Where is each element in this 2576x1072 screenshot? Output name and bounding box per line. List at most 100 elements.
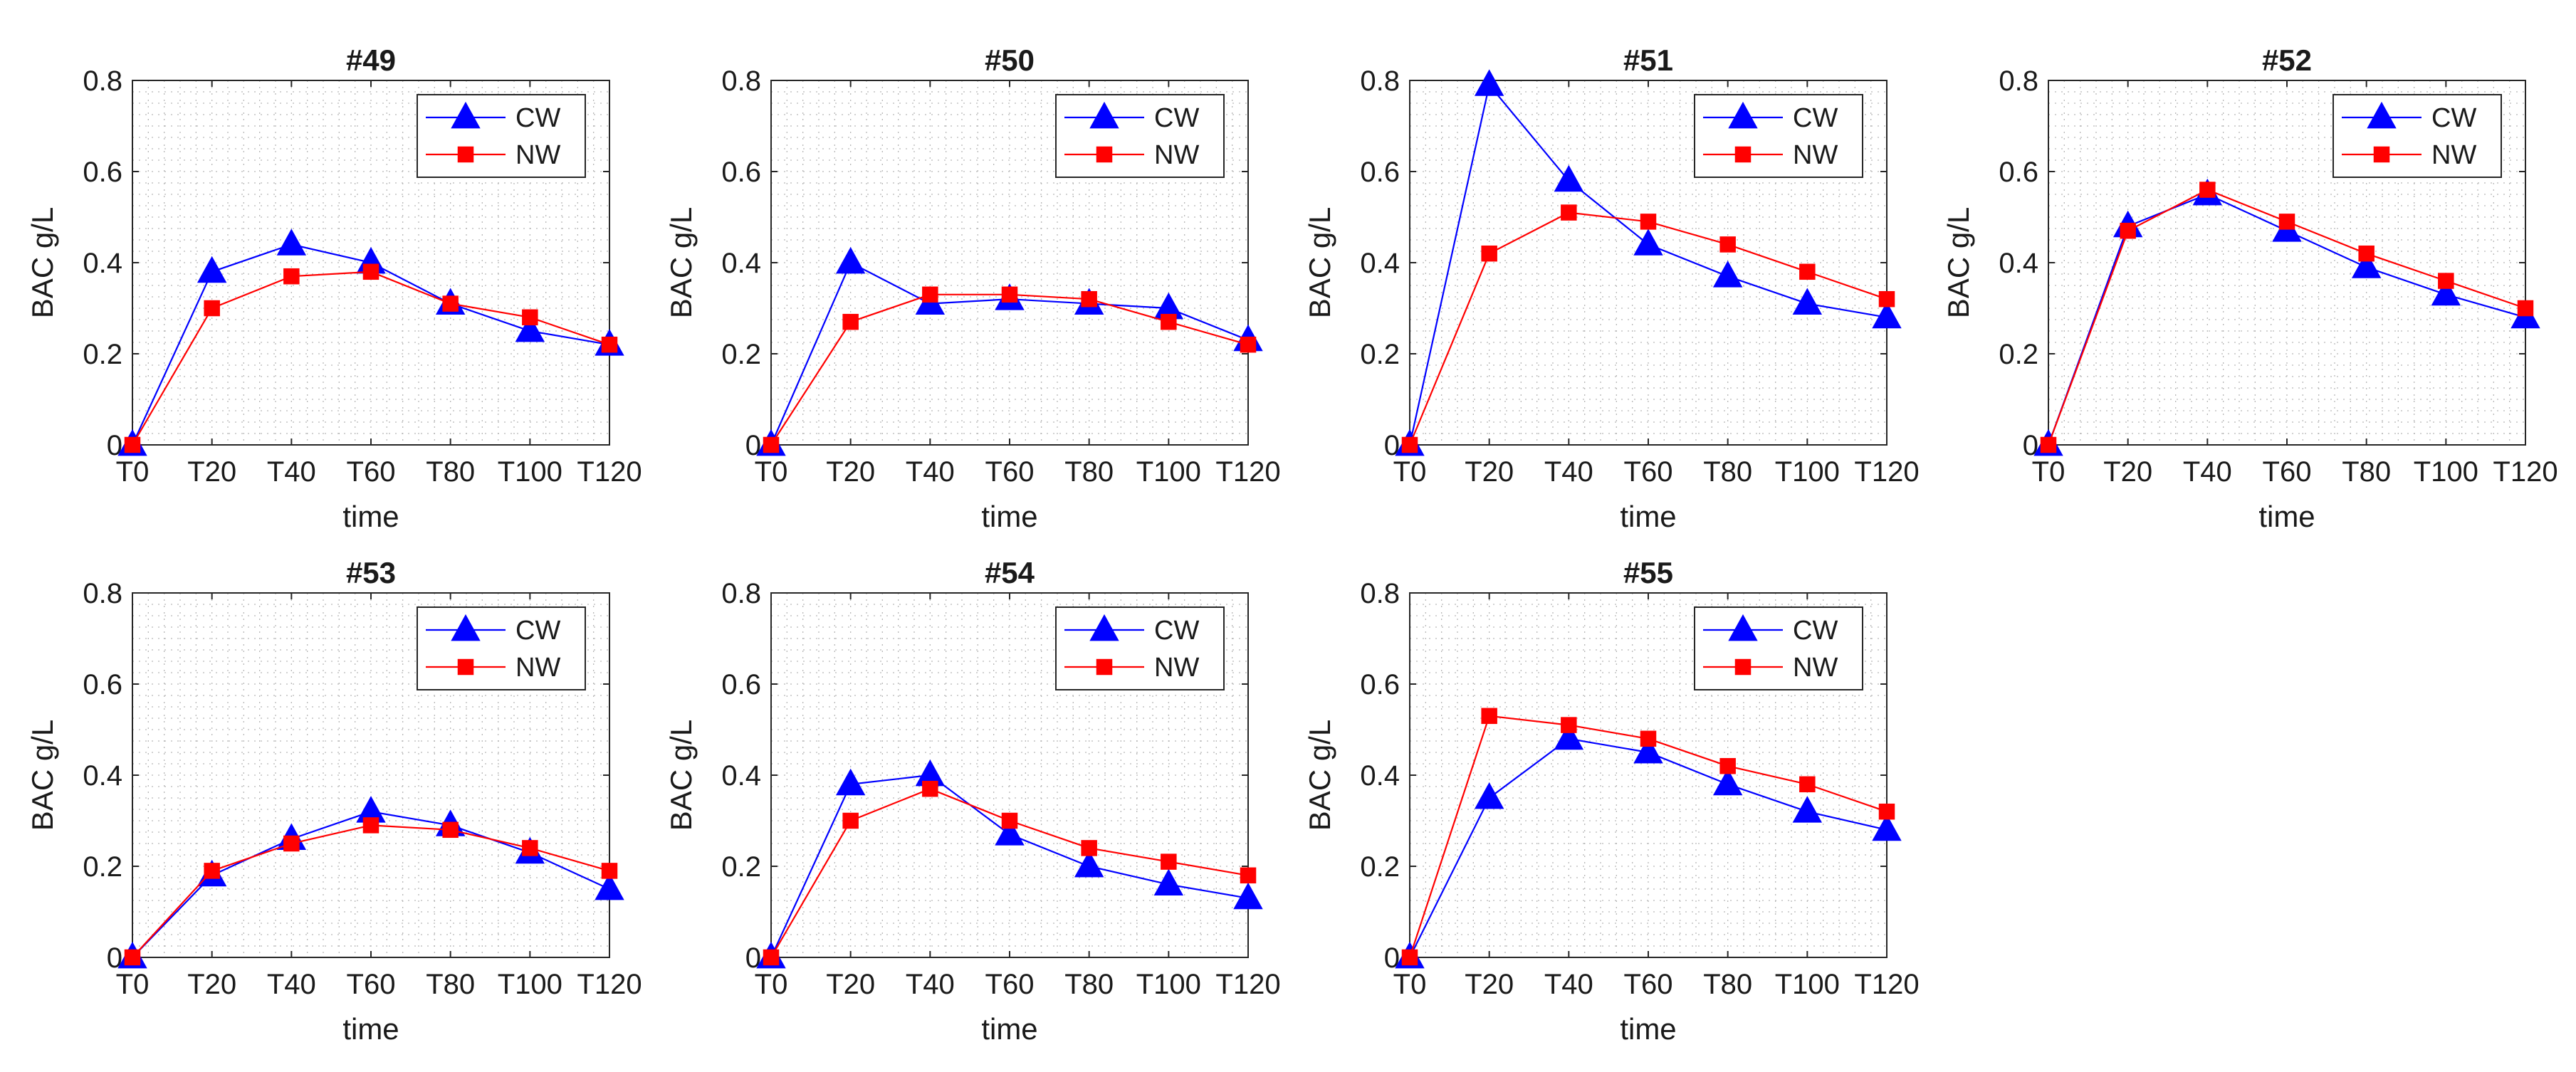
legend-marker-NW xyxy=(457,146,474,163)
subplot-55: T0 T20 T40 T60 T80 T100 T120 0 0.2 0.4 0.6 0.8 #55 ti… xyxy=(1303,556,1920,1046)
data-point-NW xyxy=(124,949,141,966)
y-axis-label: BAC g/L xyxy=(26,207,59,318)
x-tick-label: T100 xyxy=(1136,456,1201,488)
chart-title: #54 xyxy=(985,556,1035,589)
y-tick-label: 0.2 xyxy=(1360,339,1400,370)
y-tick-label: 0 xyxy=(107,430,122,461)
data-point-CW xyxy=(1872,814,1902,841)
y-tick-label: 0.6 xyxy=(83,669,122,700)
data-point-CW xyxy=(1633,736,1663,764)
legend-label-NW: NW xyxy=(2431,140,2476,170)
legend-marker-NW xyxy=(1096,658,1113,676)
data-point-CW xyxy=(1233,882,1263,910)
data-point-CW xyxy=(835,246,866,274)
legend-box xyxy=(1694,606,1863,690)
data-point-NW xyxy=(442,295,459,312)
x-tick-label: T80 xyxy=(1064,969,1114,1000)
data-point-CW xyxy=(1633,228,1663,256)
y-tick-label: 0 xyxy=(745,942,761,974)
x-tick-label: T0 xyxy=(116,456,150,488)
x-tick-label: T40 xyxy=(906,456,955,488)
series-NW xyxy=(124,817,618,966)
legend-marker-CW xyxy=(1089,101,1119,129)
legend-label-NW: NW xyxy=(1793,140,1838,170)
data-point-NW xyxy=(922,286,938,303)
data-point-NW xyxy=(601,336,618,353)
data-point-NW xyxy=(842,812,859,829)
data-point-NW xyxy=(1878,290,1895,308)
legend: CW NW xyxy=(1694,606,1863,690)
x-axis-label: time xyxy=(1620,500,1676,533)
x-tick-label: T60 xyxy=(1624,456,1673,488)
data-point-NW xyxy=(442,821,459,839)
data-point-NW xyxy=(1240,336,1257,353)
y-tick-label: 0.6 xyxy=(1999,157,2038,188)
y-tick-label: 0.2 xyxy=(721,851,761,883)
x-tick-label: T60 xyxy=(2263,456,2312,488)
data-point-CW xyxy=(835,768,866,796)
legend-marker-NW xyxy=(1734,146,1752,163)
data-point-CW xyxy=(197,256,227,283)
data-point-CW xyxy=(1153,868,1184,895)
data-point-NW xyxy=(922,780,938,797)
subplot-49: T0 T20 T40 T60 T80 T100 T120 0 0.2 0.4 0.6 0.8 #49 ti… xyxy=(26,43,642,533)
data-point-NW xyxy=(1001,812,1018,829)
data-point-NW xyxy=(283,268,300,285)
data-point-NW xyxy=(1719,757,1736,774)
y-tick-label: 0.4 xyxy=(83,760,122,792)
series-NW xyxy=(763,286,1257,453)
chart-title: #50 xyxy=(985,43,1035,77)
y-tick-label: 0.8 xyxy=(1999,65,2038,97)
x-tick-label: T60 xyxy=(985,456,1035,488)
series-NW xyxy=(124,263,618,453)
x-tick-label: T0 xyxy=(116,969,150,1000)
data-point-NW xyxy=(1719,236,1736,253)
y-tick-label: 0.6 xyxy=(721,669,761,700)
legend-marker-CW xyxy=(1089,614,1119,641)
data-point-NW xyxy=(2040,436,2057,453)
x-tick-label: T40 xyxy=(906,969,955,1000)
chart-title: #52 xyxy=(2262,43,2312,77)
data-point-NW xyxy=(1081,840,1097,856)
data-point-NW xyxy=(1561,717,1577,733)
data-point-CW xyxy=(1554,722,1584,750)
data-point-NW xyxy=(2199,182,2216,198)
x-tick-label: T40 xyxy=(267,456,316,488)
y-tick-label: 0.6 xyxy=(1360,157,1400,188)
subplot-53: T0 T20 T40 T60 T80 T100 T120 0 0.2 0.4 0.6 0.8 #53 ti… xyxy=(26,556,642,1046)
x-tick-label: T20 xyxy=(187,969,236,1000)
data-point-CW xyxy=(595,873,624,900)
data-point-CW xyxy=(2431,278,2461,306)
x-axis-label: time xyxy=(1620,1012,1676,1046)
data-point-NW xyxy=(763,949,780,966)
legend-box xyxy=(417,606,586,690)
y-tick-label: 0 xyxy=(107,942,122,974)
data-point-CW xyxy=(1554,164,1584,192)
y-axis-label: BAC g/L xyxy=(1303,207,1336,318)
x-tick-label: T80 xyxy=(1703,969,1752,1000)
y-tick-label: 0 xyxy=(1384,430,1400,461)
x-axis-label: time xyxy=(342,500,399,533)
subplot-54: T0 T20 T40 T60 T80 T100 T120 0 0.2 0.4 0.6 0.8 #54 ti… xyxy=(664,556,1281,1046)
data-point-CW xyxy=(995,819,1025,846)
legend-box xyxy=(1694,94,1863,178)
data-point-NW xyxy=(1640,214,1657,230)
x-tick-label: T80 xyxy=(2342,456,2391,488)
legend-label-CW: CW xyxy=(2431,103,2476,133)
legend-marker-NW xyxy=(1096,146,1113,163)
data-point-CW xyxy=(276,228,307,256)
legend: CW NW xyxy=(417,606,586,690)
legend-box xyxy=(417,94,586,178)
data-point-NW xyxy=(2120,222,2136,239)
x-tick-label: T60 xyxy=(347,969,396,1000)
data-point-CW xyxy=(1474,69,1504,96)
x-tick-label: T120 xyxy=(1854,969,1919,1000)
legend-label-NW: NW xyxy=(1154,140,1199,170)
x-tick-label: T40 xyxy=(267,969,316,1000)
x-tick-label: T80 xyxy=(426,969,475,1000)
legend-marker-NW xyxy=(1734,658,1752,676)
legend-marker-NW xyxy=(2373,146,2390,163)
y-tick-label: 0.8 xyxy=(83,578,122,609)
legend: CW NW xyxy=(417,94,586,178)
